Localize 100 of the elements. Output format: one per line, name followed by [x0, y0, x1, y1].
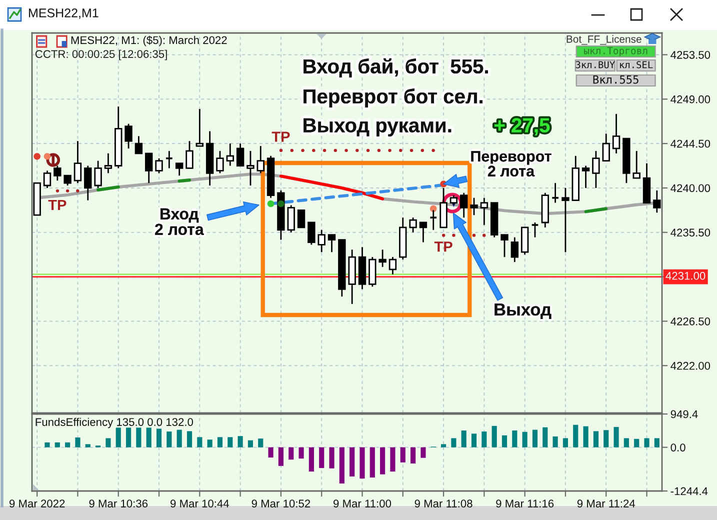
- bar: [400, 447, 406, 462]
- candlestick: [612, 113, 620, 154]
- bar: [471, 434, 477, 448]
- candlestick: [256, 145, 264, 174]
- bar: [502, 435, 508, 448]
- candlestick: [582, 165, 590, 189]
- candlestick: [470, 197, 478, 216]
- bar: [308, 447, 314, 472]
- bar: [106, 438, 111, 448]
- bar: [258, 438, 264, 448]
- bar: [186, 431, 192, 448]
- annotation: CCTR: 00:00:25 [12:06:35]: [35, 50, 167, 60]
- annotation: TP: [48, 200, 66, 210]
- annotation: Выход: [494, 304, 552, 319]
- bar: [207, 440, 212, 448]
- candlestick: [602, 132, 610, 162]
- bar: [288, 447, 294, 460]
- bar: [268, 447, 274, 458]
- x-tick-label: 9 Mar 11:16: [496, 500, 554, 508]
- candlestick: [562, 187, 570, 253]
- bar: [197, 437, 202, 448]
- candlestick: [43, 170, 52, 189]
- bar: [65, 442, 70, 448]
- bar: [552, 436, 558, 448]
- bar: [360, 447, 365, 479]
- bar: [116, 428, 121, 448]
- annotation: Bot_FF_License: [566, 35, 642, 45]
- bar: [329, 447, 334, 468]
- candlestick: [378, 248, 386, 268]
- bar: [176, 430, 182, 448]
- y-tick-label: 4253.50: [670, 50, 710, 59]
- bar: [339, 447, 344, 484]
- bar: [542, 427, 548, 448]
- candlestick: [308, 222, 316, 246]
- bar: [461, 430, 466, 448]
- annotation: ыкл.Торговл: [584, 47, 648, 56]
- candlestick: [94, 160, 102, 189]
- bar: [562, 438, 568, 448]
- x-tick-label: 9 Mar 10:52: [252, 500, 310, 508]
- annotation: TP: [434, 242, 452, 252]
- point: [267, 200, 274, 208]
- candlestick: [145, 152, 153, 184]
- annotation: Переворот 2 лота: [471, 151, 552, 176]
- bar: [380, 447, 386, 474]
- bar: [644, 438, 650, 448]
- candlestick: [134, 135, 143, 154]
- bar: [146, 428, 152, 448]
- annotation: Выход руками.: [304, 118, 452, 136]
- bar: [278, 447, 284, 466]
- candlestick: [328, 234, 336, 253]
- line-series: [279, 174, 384, 200]
- bar: [593, 431, 598, 448]
- bar: [319, 447, 324, 468]
- candlestick: [480, 197, 488, 226]
- y-tick-label: 0.0: [670, 444, 686, 452]
- bar: [370, 447, 375, 478]
- candlestick: [196, 108, 204, 147]
- bar: [440, 444, 446, 448]
- candlestick: [632, 150, 640, 179]
- x-tick-label: 9 Mar 11:24: [577, 500, 636, 508]
- point: [44, 152, 51, 160]
- bar: [228, 437, 233, 448]
- annotation: + 27,5: [494, 118, 550, 136]
- candlestick: [165, 150, 174, 169]
- bar: [512, 430, 518, 448]
- bar: [75, 437, 80, 448]
- y-tick-label: 4235.50: [670, 228, 710, 237]
- bar: [166, 432, 172, 448]
- bar: [482, 432, 487, 448]
- y-tick-label: 4222.00: [670, 362, 710, 370]
- bar: [532, 430, 538, 448]
- annotation: Вход бай, бот 555.: [304, 58, 488, 78]
- candlestick: [54, 165, 62, 182]
- candlestick: [530, 222, 540, 238]
- candlestick: [419, 222, 428, 243]
- annotation: Зкл.BUY: [576, 61, 615, 68]
- candlestick: [450, 194, 458, 206]
- y-tick-label: 4244.50: [670, 140, 710, 148]
- candlestick: [236, 142, 244, 166]
- bar: [390, 447, 396, 472]
- candlestick: [409, 216, 417, 234]
- candlestick: [64, 174, 72, 186]
- bar: [624, 438, 629, 448]
- y-tick-label: -1244.4: [670, 487, 708, 496]
- candlestick: [460, 192, 468, 218]
- bar: [136, 428, 142, 448]
- candlestick: [287, 204, 295, 234]
- annotation: Вход 2 лота: [155, 208, 204, 236]
- bar: [238, 436, 243, 448]
- x-tick-label: 9 Mar 10:36: [89, 500, 148, 508]
- candlestick: [510, 236, 519, 263]
- bar: [410, 447, 416, 464]
- bar: [583, 426, 588, 448]
- bar: [522, 432, 528, 448]
- chart-subtitle: MESH22, M1: ($5): March 2022: [71, 36, 227, 46]
- bar: [654, 438, 660, 448]
- x-tick-label: 9 Mar 11:00: [334, 500, 392, 508]
- bar: [451, 438, 456, 448]
- candlestick: [388, 256, 397, 276]
- bar: [350, 447, 355, 476]
